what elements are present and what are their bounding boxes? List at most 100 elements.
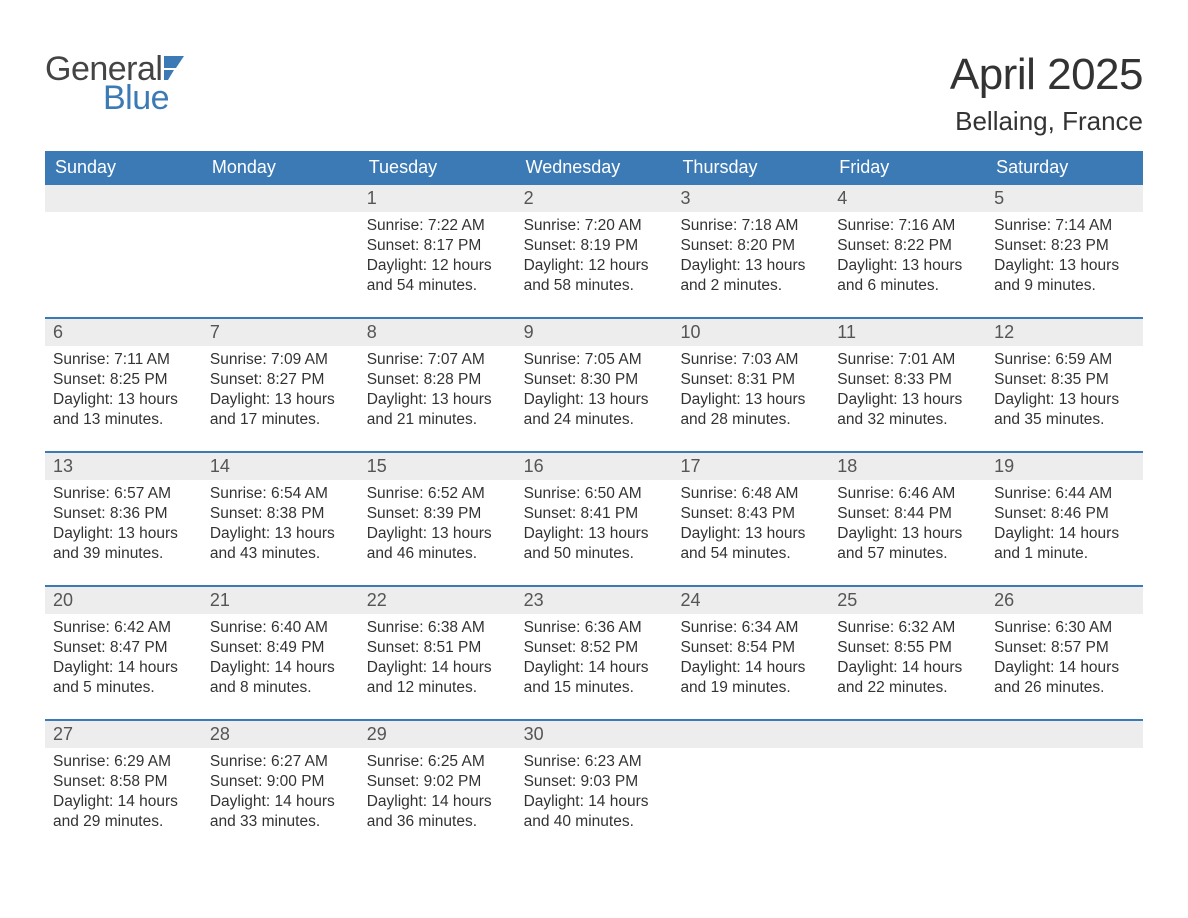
dow-cell: Thursday xyxy=(672,151,829,185)
day-of-week-header: SundayMondayTuesdayWednesdayThursdayFrid… xyxy=(45,151,1143,185)
day-number: 27 xyxy=(53,724,73,744)
day-cell: 9Sunrise: 7:05 AMSunset: 8:30 PMDaylight… xyxy=(516,319,673,441)
day-body: Sunrise: 7:05 AMSunset: 8:30 PMDaylight:… xyxy=(516,346,673,431)
day-number-row: 16 xyxy=(516,453,673,480)
day-body: Sunrise: 6:57 AMSunset: 8:36 PMDaylight:… xyxy=(45,480,202,565)
dow-cell: Monday xyxy=(202,151,359,185)
day-cell: 15Sunrise: 6:52 AMSunset: 8:39 PMDayligh… xyxy=(359,453,516,575)
day-body: Sunrise: 7:03 AMSunset: 8:31 PMDaylight:… xyxy=(672,346,829,431)
day-cell: 22Sunrise: 6:38 AMSunset: 8:51 PMDayligh… xyxy=(359,587,516,709)
day-body: Sunrise: 6:48 AMSunset: 8:43 PMDaylight:… xyxy=(672,480,829,565)
sunset-text: Sunset: 8:23 PM xyxy=(994,236,1135,256)
day-body: Sunrise: 7:09 AMSunset: 8:27 PMDaylight:… xyxy=(202,346,359,431)
sunset-text: Sunset: 8:49 PM xyxy=(210,638,351,658)
day-number-row: 11 xyxy=(829,319,986,346)
sunrise-text: Sunrise: 6:50 AM xyxy=(524,484,665,504)
day-cell: 21Sunrise: 6:40 AMSunset: 8:49 PMDayligh… xyxy=(202,587,359,709)
daylight-text: Daylight: 13 hours and 57 minutes. xyxy=(837,524,978,564)
day-number xyxy=(53,188,58,208)
sunset-text: Sunset: 8:30 PM xyxy=(524,370,665,390)
day-number: 13 xyxy=(53,456,73,476)
sunset-text: Sunset: 8:58 PM xyxy=(53,772,194,792)
day-cell: 3Sunrise: 7:18 AMSunset: 8:20 PMDaylight… xyxy=(672,185,829,307)
day-number-row: 14 xyxy=(202,453,359,480)
week-row: 13 Sunrise: 6:57 AMSunset: 8:36 PMDayligh… xyxy=(45,451,1143,575)
daylight-text: Daylight: 13 hours and 54 minutes. xyxy=(680,524,821,564)
day-number-row: 5 xyxy=(986,185,1143,212)
day-body: Sunrise: 6:25 AMSunset: 9:02 PMDaylight:… xyxy=(359,748,516,833)
daylight-text: Daylight: 13 hours and 2 minutes. xyxy=(680,256,821,296)
sunset-text: Sunset: 8:41 PM xyxy=(524,504,665,524)
day-body: Sunrise: 6:46 AMSunset: 8:44 PMDaylight:… xyxy=(829,480,986,565)
sunrise-text: Sunrise: 6:30 AM xyxy=(994,618,1135,638)
day-number: 23 xyxy=(524,590,544,610)
day-number xyxy=(680,724,685,744)
day-number-row: 23 xyxy=(516,587,673,614)
day-cell: 12Sunrise: 6:59 AMSunset: 8:35 PMDayligh… xyxy=(986,319,1143,441)
daylight-text: Daylight: 13 hours and 35 minutes. xyxy=(994,390,1135,430)
day-cell: 7Sunrise: 7:09 AMSunset: 8:27 PMDaylight… xyxy=(202,319,359,441)
sunset-text: Sunset: 8:22 PM xyxy=(837,236,978,256)
month-title: April 2025 xyxy=(950,50,1143,100)
sunrise-text: Sunrise: 6:54 AM xyxy=(210,484,351,504)
daylight-text: Daylight: 13 hours and 32 minutes. xyxy=(837,390,978,430)
day-number-row xyxy=(672,721,829,748)
day-body: Sunrise: 6:50 AMSunset: 8:41 PMDaylight:… xyxy=(516,480,673,565)
sunset-text: Sunset: 8:27 PM xyxy=(210,370,351,390)
daylight-text: Daylight: 14 hours and 40 minutes. xyxy=(524,792,665,832)
week-row: 6Sunrise: 7:11 AMSunset: 8:25 PMDaylight… xyxy=(45,317,1143,441)
sunset-text: Sunset: 8:51 PM xyxy=(367,638,508,658)
sunrise-text: Sunrise: 6:57 AM xyxy=(53,484,194,504)
day-number-row: 8 xyxy=(359,319,516,346)
day-number-row xyxy=(45,185,202,212)
day-number-row xyxy=(986,721,1143,748)
daylight-text: Daylight: 14 hours and 1 minute. xyxy=(994,524,1135,564)
day-number-row: 6 xyxy=(45,319,202,346)
day-cell: 27Sunrise: 6:29 AMSunset: 8:58 PMDayligh… xyxy=(45,721,202,843)
day-cell: 17Sunrise: 6:48 AMSunset: 8:43 PMDayligh… xyxy=(672,453,829,575)
sunset-text: Sunset: 8:28 PM xyxy=(367,370,508,390)
day-body: Sunrise: 6:34 AMSunset: 8:54 PMDaylight:… xyxy=(672,614,829,699)
sunrise-text: Sunrise: 7:09 AM xyxy=(210,350,351,370)
day-number-row: 10 xyxy=(672,319,829,346)
day-number-row: 20 xyxy=(45,587,202,614)
sunrise-text: Sunrise: 6:27 AM xyxy=(210,752,351,772)
day-body: Sunrise: 7:01 AMSunset: 8:33 PMDaylight:… xyxy=(829,346,986,431)
day-body: Sunrise: 7:07 AMSunset: 8:28 PMDaylight:… xyxy=(359,346,516,431)
sunrise-text: Sunrise: 7:07 AM xyxy=(367,350,508,370)
week-row: 1Sunrise: 7:22 AMSunset: 8:17 PMDaylight… xyxy=(45,185,1143,307)
day-cell: 14Sunrise: 6:54 AMSunset: 8:38 PMDayligh… xyxy=(202,453,359,575)
daylight-text: Daylight: 13 hours and 9 minutes. xyxy=(994,256,1135,296)
day-number: 24 xyxy=(680,590,700,610)
day-body: Sunrise: 6:36 AMSunset: 8:52 PMDaylight:… xyxy=(516,614,673,699)
sunset-text: Sunset: 8:38 PM xyxy=(210,504,351,524)
day-cell xyxy=(829,721,986,843)
day-cell xyxy=(986,721,1143,843)
day-body: Sunrise: 7:18 AMSunset: 8:20 PMDaylight:… xyxy=(672,212,829,297)
day-number xyxy=(210,188,215,208)
day-number-row: 28 xyxy=(202,721,359,748)
sunrise-text: Sunrise: 7:11 AM xyxy=(53,350,194,370)
day-cell: 26Sunrise: 6:30 AMSunset: 8:57 PMDayligh… xyxy=(986,587,1143,709)
day-number: 12 xyxy=(994,322,1014,342)
day-number: 28 xyxy=(210,724,230,744)
day-cell: 2Sunrise: 7:20 AMSunset: 8:19 PMDaylight… xyxy=(516,185,673,307)
day-cell: 30Sunrise: 6:23 AMSunset: 9:03 PMDayligh… xyxy=(516,721,673,843)
sunset-text: Sunset: 8:39 PM xyxy=(367,504,508,524)
sunset-text: Sunset: 8:52 PM xyxy=(524,638,665,658)
day-cell: 18Sunrise: 6:46 AMSunset: 8:44 PMDayligh… xyxy=(829,453,986,575)
day-cell: 23 Sunrise: 6:36 AMSunset: 8:52 PMDayligh… xyxy=(516,587,673,709)
day-number: 8 xyxy=(367,322,377,342)
day-body: Sunrise: 7:20 AMSunset: 8:19 PMDaylight:… xyxy=(516,212,673,297)
day-number-row: 21 xyxy=(202,587,359,614)
calendar: SundayMondayTuesdayWednesdayThursdayFrid… xyxy=(45,151,1143,843)
sunrise-text: Sunrise: 7:16 AM xyxy=(837,216,978,236)
dow-cell: Saturday xyxy=(986,151,1143,185)
sunset-text: Sunset: 9:03 PM xyxy=(524,772,665,792)
daylight-text: Daylight: 14 hours and 8 minutes. xyxy=(210,658,351,698)
day-number-row: 29 xyxy=(359,721,516,748)
sunrise-text: Sunrise: 7:05 AM xyxy=(524,350,665,370)
day-cell: 13 Sunrise: 6:57 AMSunset: 8:36 PMDayligh… xyxy=(45,453,202,575)
day-cell: 6Sunrise: 7:11 AMSunset: 8:25 PMDaylight… xyxy=(45,319,202,441)
day-number: 21 xyxy=(210,590,230,610)
